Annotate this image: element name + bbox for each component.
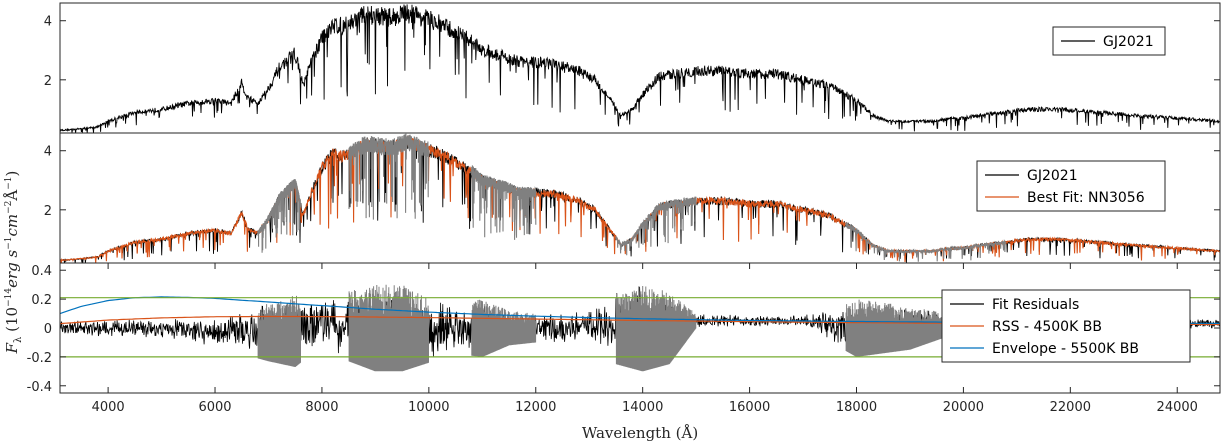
legend-entry: Fit Residuals xyxy=(992,297,1079,313)
legend-box xyxy=(976,160,1166,212)
masked-region-middle-2 xyxy=(471,165,537,240)
y-tick-label: 0.4 xyxy=(31,264,52,279)
legend-top: GJ2021 xyxy=(1052,26,1166,56)
ylabel-part: −2 xyxy=(4,201,14,214)
y-tick-label: 0 xyxy=(44,322,52,337)
masked-region-middle-4 xyxy=(845,222,1007,262)
ylabel-part: cm xyxy=(3,214,21,237)
ylabel-part: −1 xyxy=(4,237,14,250)
x-axis-label: Wavelength (Å) xyxy=(582,424,698,442)
legend-entry: GJ2021 xyxy=(1027,168,1078,184)
ylabel-part: −14 xyxy=(4,288,14,307)
plot-area-top xyxy=(60,4,1220,133)
y-tick-label: 4 xyxy=(44,145,52,160)
y-tick-label: 4 xyxy=(44,15,52,30)
legend-entry: Envelope - 5500K BB xyxy=(992,341,1139,357)
axes-frame-top xyxy=(59,2,1221,134)
ylabel-part: ) xyxy=(3,171,21,177)
y-tick-label: -0.2 xyxy=(27,351,52,366)
legend-entry: GJ2021 xyxy=(1103,34,1154,50)
masked-region-middle-3 xyxy=(615,196,697,256)
x-tick-label: 4000 xyxy=(92,400,125,415)
series-bottom-fit-residuals-masked xyxy=(257,284,964,372)
ylabel-part: λ xyxy=(13,336,24,343)
y-tick-label: 2 xyxy=(44,74,52,89)
ylabel-part: Å xyxy=(3,190,21,202)
x-tick-label: 10000 xyxy=(408,400,449,415)
x-tick-label: 12000 xyxy=(515,400,556,415)
y-tick-label: 0.2 xyxy=(31,293,52,308)
y-tick-label: 2 xyxy=(44,204,52,219)
legend-entry: RSS - 4500K BB xyxy=(992,319,1102,335)
y-tick-label: -0.4 xyxy=(27,380,52,395)
ylabel-part: (10 xyxy=(3,307,21,337)
series-top-gj2021 xyxy=(60,4,1220,133)
x-tick-label: 22000 xyxy=(1050,400,1091,415)
x-tick-label: 18000 xyxy=(836,400,877,415)
x-tick-label: 20000 xyxy=(943,400,984,415)
x-tick-label: 6000 xyxy=(198,400,231,415)
masked-region-middle-0 xyxy=(257,179,302,253)
x-tick-label: 16000 xyxy=(729,400,770,415)
plot-area-middle xyxy=(60,133,1220,263)
legend-bottom: Fit Residuals RSS - 4500K BB Envelope - 55… xyxy=(941,289,1191,363)
x-tick-label: 14000 xyxy=(622,400,663,415)
legend-middle: GJ2021 Best Fit: NN3056 xyxy=(976,160,1166,212)
x-tick-label: 8000 xyxy=(305,400,338,415)
ylabel-part: F xyxy=(3,342,21,354)
ylabel-part: erg s xyxy=(3,249,21,287)
ylabel-part: −1 xyxy=(4,176,14,189)
x-tick-label: 24000 xyxy=(1157,400,1198,415)
panel-top: 2 4 GJ2021 xyxy=(44,2,1221,134)
masked-region-middle-1 xyxy=(348,133,430,220)
panel-bottom: -0.4 -0.2 0 0.2 0.4 4000 6000 8000 10000 12000 140… xyxy=(27,262,1221,415)
legend-entry: Best Fit: NN3056 xyxy=(1027,190,1145,206)
panel-middle: 2 4 GJ2021 Best Fit: NN3056 xyxy=(44,132,1221,264)
y-axis-label: Fλ (10−14erg s−1cm−2Å−1) xyxy=(3,171,24,355)
